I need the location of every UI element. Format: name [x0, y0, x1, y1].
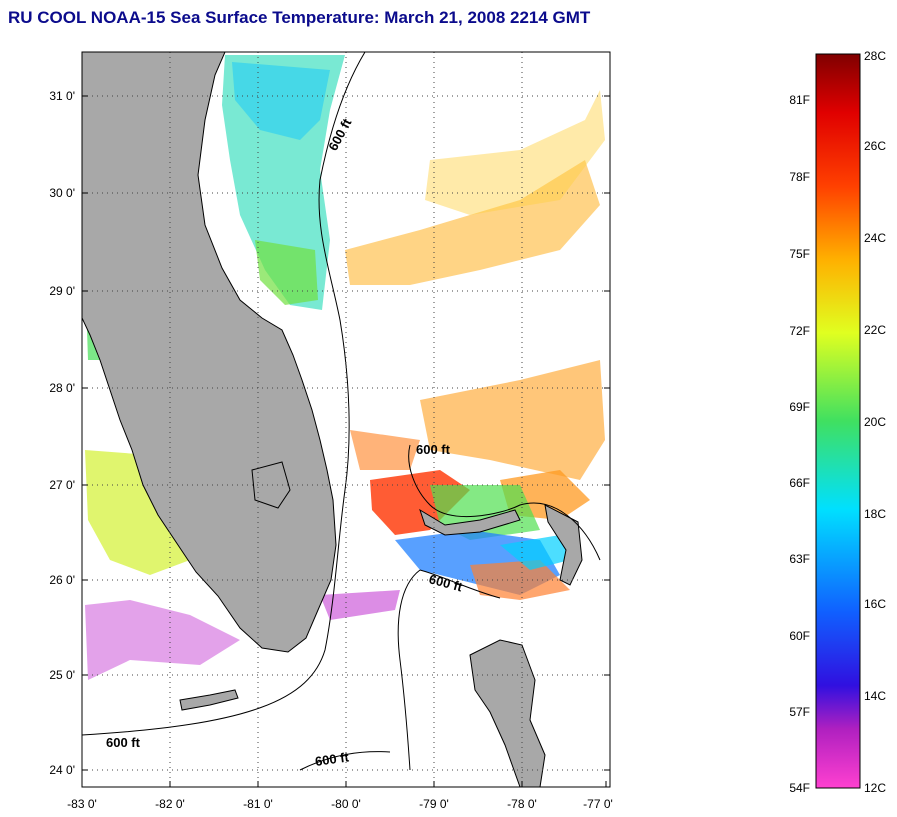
colorbar-gradient — [815, 53, 861, 789]
colorbar-f-label: 72F — [789, 324, 810, 338]
lat-label: 26 0' — [49, 573, 75, 587]
colorbar-f-label: 54F — [789, 781, 810, 795]
longitude-labels: -83 0' -82 0' -81 0' -80 0' -79 0' -78 0… — [67, 797, 613, 811]
colorbar-f-label: 60F — [789, 629, 810, 643]
contour-label-5: 600 ft — [314, 749, 350, 769]
florida-keys — [179, 689, 239, 711]
lon-label: -82 0' — [155, 797, 185, 811]
lat-label: 24 0' — [49, 763, 75, 777]
map-grid — [82, 52, 610, 787]
isobath-bahamas-north — [408, 444, 601, 561]
frame-ticks — [81, 95, 610, 787]
isobath-south — [299, 751, 391, 771]
sst-patch — [350, 430, 420, 470]
sst-patch — [500, 535, 570, 570]
colorbar-c-label: 14C — [864, 689, 886, 703]
contour-label-2: 600 ft — [416, 442, 451, 457]
colorbar-c-label: 22C — [864, 323, 886, 337]
sst-patch — [255, 240, 318, 305]
lat-label: 27 0' — [49, 478, 75, 492]
sst-patch — [425, 90, 605, 215]
lon-label: -79 0' — [419, 797, 449, 811]
lat-label: 28 0' — [49, 381, 75, 395]
abaco-island — [544, 504, 583, 586]
colorbar-c-label: 12C — [864, 781, 886, 795]
colorbar-f-label: 69F — [789, 400, 810, 414]
lat-label: 25 0' — [49, 668, 75, 682]
lon-label: -83 0' — [67, 797, 97, 811]
lat-label: 29 0' — [49, 284, 75, 298]
isobath-straits — [397, 569, 421, 771]
colorbar-c-label: 28C — [864, 49, 886, 63]
colorbar: 81F 78F 75F 72F 69F 66F 63F 60F 57F 54F … — [789, 49, 886, 795]
sst-patch — [420, 360, 605, 480]
colorbar-f-label: 78F — [789, 170, 810, 184]
lon-label: -77 0' — [583, 797, 613, 811]
lon-label: -80 0' — [331, 797, 361, 811]
sst-patch — [470, 560, 570, 600]
sst-patch — [345, 160, 600, 285]
lon-label: -81 0' — [243, 797, 273, 811]
sst-patch — [232, 62, 330, 140]
isobath-florida-east — [82, 52, 366, 736]
colorbar-c-label: 26C — [864, 139, 886, 153]
colorbar-c-label: 16C — [864, 597, 886, 611]
grand-bahama-island — [419, 508, 521, 536]
colorbar-f-label: 63F — [789, 552, 810, 566]
colorbar-c-label: 24C — [864, 231, 886, 245]
colorbar-f-label: 57F — [789, 705, 810, 719]
lake-okeechobee-outline — [251, 461, 291, 509]
isobath-600ft-contours — [82, 52, 601, 771]
colorbar-c-label: 20C — [864, 415, 886, 429]
isobath-bahamas-south — [419, 569, 501, 599]
lon-label: -78 0' — [507, 797, 537, 811]
colorbar-f-label: 66F — [789, 476, 810, 490]
colorbar-f-label: 81F — [789, 93, 810, 107]
sst-patch — [320, 590, 400, 620]
sst-patch — [85, 600, 240, 680]
lat-label: 31 0' — [49, 89, 75, 103]
colorbar-c-label: 18C — [864, 507, 886, 521]
lat-label: 30 0' — [49, 186, 75, 200]
contour-label-4: 600 ft — [106, 735, 141, 750]
andros-island — [469, 639, 546, 787]
latitude-labels: 31 0' 30 0' 29 0' 28 0' 27 0' 26 0' 25 0… — [49, 89, 75, 777]
colorbar-f-label: 75F — [789, 247, 810, 261]
map-title: RU COOL NOAA-15 Sea Surface Temperature:… — [8, 8, 591, 27]
florida-landmass — [82, 52, 337, 653]
